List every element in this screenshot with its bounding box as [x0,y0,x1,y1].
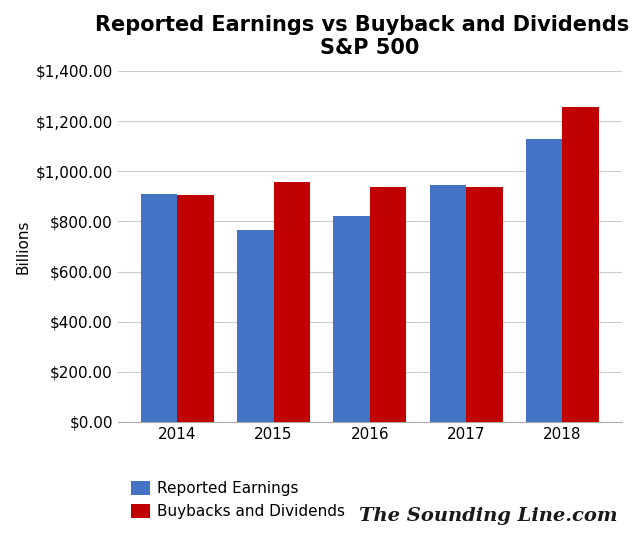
Bar [526,138,562,422]
Bar [370,188,406,422]
Text: The Sounding Line.com: The Sounding Line.com [359,507,618,525]
Bar [466,188,503,422]
Y-axis label: Billions: Billions [15,219,30,274]
Bar [273,182,310,422]
Bar [141,194,177,422]
Bar [429,185,466,422]
Bar [333,216,370,422]
Legend: Reported Earnings, Buybacks and Dividends: Reported Earnings, Buybacks and Dividend… [125,475,352,525]
Bar [237,230,273,422]
Title: Reported Earnings vs Buyback and Dividends -
S&P 500: Reported Earnings vs Buyback and Dividen… [95,15,637,58]
Bar [562,107,599,422]
Bar [177,195,214,422]
